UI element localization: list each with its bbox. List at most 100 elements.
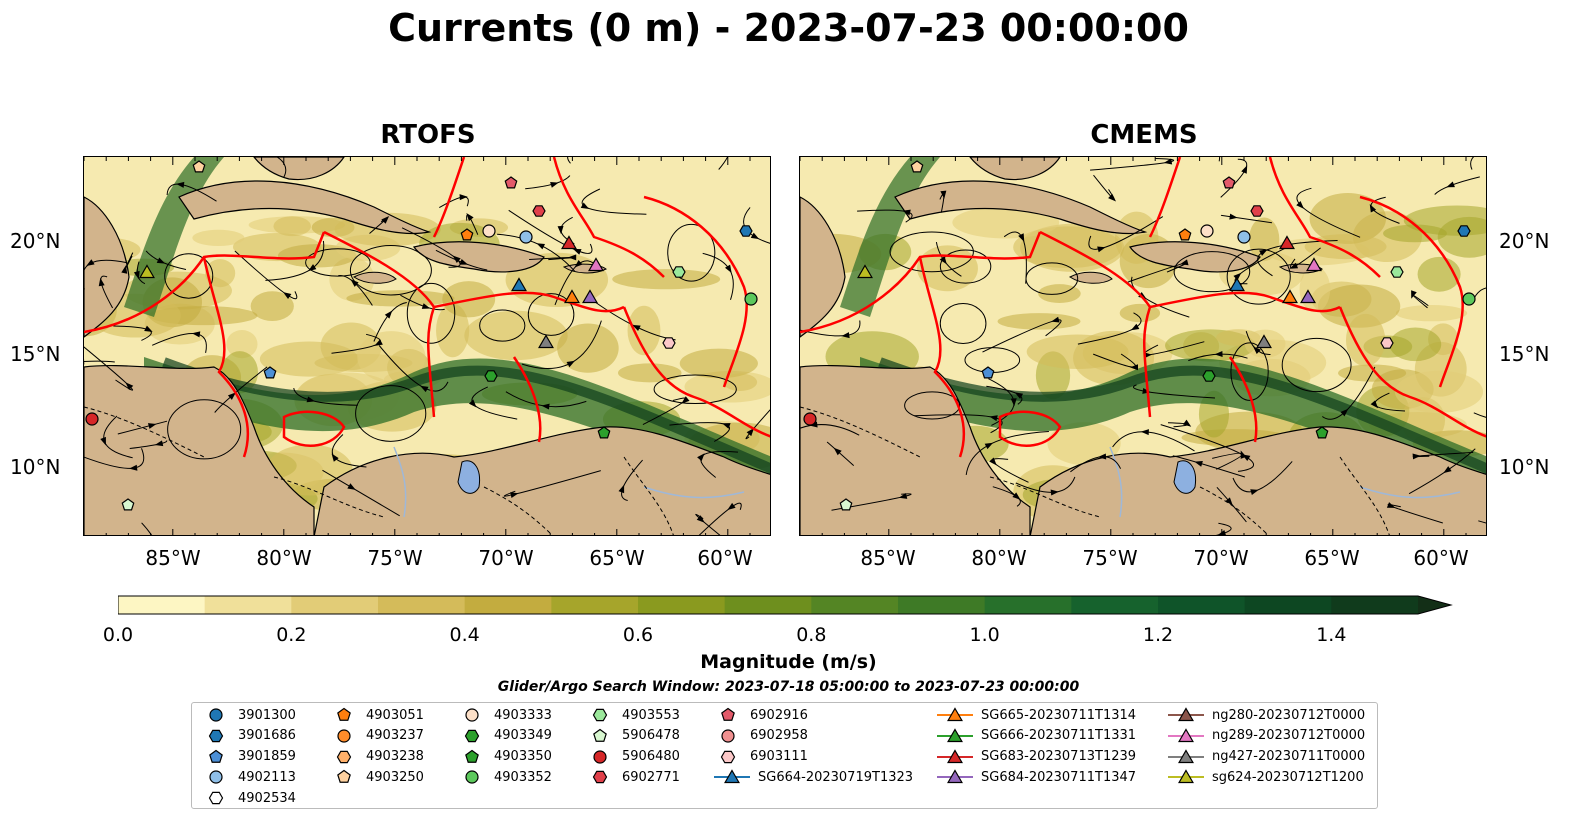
legend-label: ng427-20230711T0000 — [1212, 749, 1366, 765]
marker-circle — [803, 412, 817, 426]
streamline-arrow — [1012, 492, 1021, 500]
streamline-arrow — [133, 270, 140, 280]
streamline-arrow — [1411, 290, 1417, 299]
magnitude-patch — [612, 269, 721, 290]
yucatan-landmass — [800, 196, 846, 338]
south-america-landmass — [313, 426, 770, 535]
streamline-arrow — [1412, 453, 1421, 460]
streamline-arrow — [121, 265, 128, 274]
streamline-arrow — [841, 332, 850, 339]
colorbar-label: Magnitude (m/s) — [700, 651, 877, 673]
streamline-arrow — [459, 258, 469, 265]
lon-label-85w-rtofs: 85°W — [145, 546, 201, 570]
lat-label-20n-right: 20°N — [1499, 229, 1550, 253]
magnitude-patch — [1345, 313, 1386, 367]
colorbar-band — [898, 596, 986, 614]
magnitude-patch — [1383, 224, 1447, 243]
streamline — [276, 157, 287, 179]
lat-label-15n-right: 15°N — [1499, 342, 1550, 366]
legend-marker-icon — [208, 791, 224, 805]
streamline — [1470, 157, 1475, 170]
streamline-arrow — [696, 515, 705, 523]
streamline-arrow — [1183, 419, 1192, 427]
marker-hexagon — [1250, 205, 1264, 217]
streamline-arrow — [940, 190, 947, 199]
colorbar-band — [118, 596, 206, 614]
legend-marker-icon — [937, 707, 973, 722]
search-window-text: Glider/Argo Search Window: 2023-07-18 05… — [497, 679, 1080, 695]
streamline-arrow — [1289, 262, 1299, 269]
streamline — [1471, 287, 1486, 303]
florida-landmass — [969, 157, 1061, 181]
magnitude-patch — [723, 373, 758, 391]
streamline-arrow — [727, 502, 736, 511]
marker-circle — [1200, 224, 1214, 238]
streamline-arrow — [1233, 272, 1242, 281]
streamline-arrow — [86, 259, 95, 267]
colorbar-tick-label: 1.4 — [1316, 624, 1347, 646]
panel-title-rtofs: RTOFS — [380, 120, 476, 150]
magnitude-patch — [679, 348, 758, 379]
streamline-arrow — [1386, 502, 1396, 508]
eddy-streamline — [355, 385, 427, 442]
marker-triangle-line — [1282, 289, 1298, 304]
central-america-landmass — [84, 364, 315, 535]
lon-label-65w-cmems: 65°W — [1304, 546, 1360, 570]
legend-marker-icon — [1168, 728, 1204, 742]
streamline-arrow — [1446, 181, 1455, 188]
streamline-arrow — [421, 303, 431, 309]
lon-label-65w-rtofs: 65°W — [589, 546, 645, 570]
streamline-arrow — [989, 415, 998, 422]
streamline-arrow — [833, 447, 842, 456]
lon-label-75w-rtofs: 75°W — [367, 546, 423, 570]
streamline-arrow — [1130, 364, 1139, 371]
marker-triangle-line — [1306, 257, 1322, 272]
legend-label: 4903553 — [622, 707, 680, 723]
streamline-arrow — [1180, 259, 1189, 266]
magnitude-patch — [1318, 284, 1401, 328]
marker-pentagon — [910, 160, 924, 173]
eddy-streamline — [889, 231, 974, 273]
legend-item: 4902113 — [202, 768, 296, 786]
magnitude-patch — [192, 229, 245, 247]
marker-pentagon — [192, 160, 206, 173]
central-america-landmass — [800, 364, 1031, 535]
eez-boundary — [998, 410, 1062, 447]
magnitude-patch — [1304, 234, 1387, 260]
legend-label: 4903349 — [494, 728, 552, 744]
legend-marker-icon — [720, 750, 736, 763]
streamline-arrow — [227, 392, 236, 400]
streamline-arrow — [566, 360, 576, 368]
marker-circle — [519, 230, 533, 244]
lat-label-15n-left: 15°N — [10, 342, 61, 366]
eez-boundary — [323, 230, 436, 418]
streamline-arrow — [618, 484, 625, 494]
lon-label-60w-cmems: 60°W — [1413, 546, 1469, 570]
legend-marker-icon — [336, 750, 352, 763]
florida-landmass — [253, 157, 345, 181]
eez-boundary — [1338, 306, 1486, 438]
streamline-arrow — [1241, 165, 1248, 174]
magnitude-patch — [357, 331, 426, 383]
streamline-arrow — [459, 194, 468, 201]
streamline-arrow — [989, 457, 997, 466]
eez-boundary — [1359, 195, 1464, 388]
legend-item: 6902771 — [586, 768, 680, 786]
streamline-arrow — [1229, 213, 1238, 220]
colorbar-outline — [117, 595, 1453, 615]
colorbar-gradient — [117, 595, 1453, 615]
streamline-arrow — [154, 440, 164, 447]
streamline-arrow — [384, 310, 393, 319]
rivers — [1109, 446, 1461, 518]
magnitude-patch — [250, 291, 294, 322]
streamline-arrow — [746, 428, 755, 437]
caribbean-current-jet — [144, 357, 770, 497]
legend-item: SG684-20230711T1347 — [937, 768, 1136, 786]
figure-title: Currents (0 m) - 2023-07-23 00:00:00 — [388, 6, 1189, 50]
legend-item: 4903553 — [586, 706, 680, 724]
country-borders — [84, 406, 674, 535]
eez-boundary — [1039, 230, 1152, 418]
lon-label-60w-rtofs: 60°W — [697, 546, 753, 570]
streamline-arrow — [306, 396, 316, 403]
colorbar-tick-label: 0.4 — [449, 624, 480, 646]
